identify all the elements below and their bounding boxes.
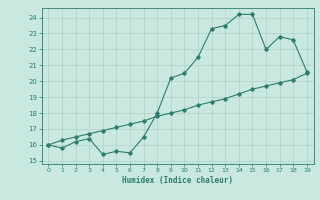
- X-axis label: Humidex (Indice chaleur): Humidex (Indice chaleur): [122, 176, 233, 185]
